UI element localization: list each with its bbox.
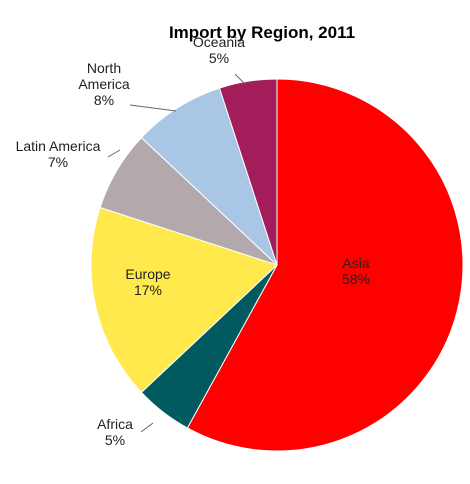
slice-name-latin-america: Latin America xyxy=(16,138,101,154)
slice-name-north-america: America xyxy=(78,76,130,92)
slice-name-africa: Africa xyxy=(97,416,133,432)
slice-label-asia: Asia 58% xyxy=(342,255,370,287)
leader-line-oceania xyxy=(234,73,246,85)
pie-slice-oceania xyxy=(218,78,278,266)
pie-slice-north-america xyxy=(140,87,278,266)
slice-percent-latin-america: 7% xyxy=(48,154,68,170)
slice-percent-north-america: 8% xyxy=(94,92,114,108)
slice-label-latin-america: Latin America 7% xyxy=(16,138,101,170)
slice-labels: Asia 58%Africa 5%Europe 17%Latin America 7%N… xyxy=(16,34,370,448)
slice-label-europe: Europe 17% xyxy=(125,266,170,298)
leader-line-north-america xyxy=(129,104,177,112)
slice-name-asia: Asia xyxy=(342,255,369,271)
chart-title: Import by Region, 2011 xyxy=(169,23,355,42)
slice-percent-europe: 17% xyxy=(134,282,162,298)
slice-percent-oceania: 5% xyxy=(209,50,229,66)
leader-line-latin-america xyxy=(107,149,121,158)
slice-percent-asia: 58% xyxy=(342,271,370,287)
slice-name-europe: Europe xyxy=(125,266,170,282)
slice-percent-africa: 5% xyxy=(105,432,125,448)
leader-lines xyxy=(107,73,246,433)
slice-label-africa: Africa 5% xyxy=(97,416,133,448)
slice-label-oceania: Oceania 5% xyxy=(193,34,245,66)
pie-slice-asia xyxy=(186,78,464,452)
pie-slice-europe xyxy=(90,206,278,394)
slice-name-oceania: Oceania xyxy=(193,34,245,50)
slice-name-north-america: North xyxy=(87,60,121,76)
leader-line-africa xyxy=(140,422,154,433)
slice-label-north-america: North America 8% xyxy=(78,60,130,108)
pie-slices xyxy=(90,78,464,452)
